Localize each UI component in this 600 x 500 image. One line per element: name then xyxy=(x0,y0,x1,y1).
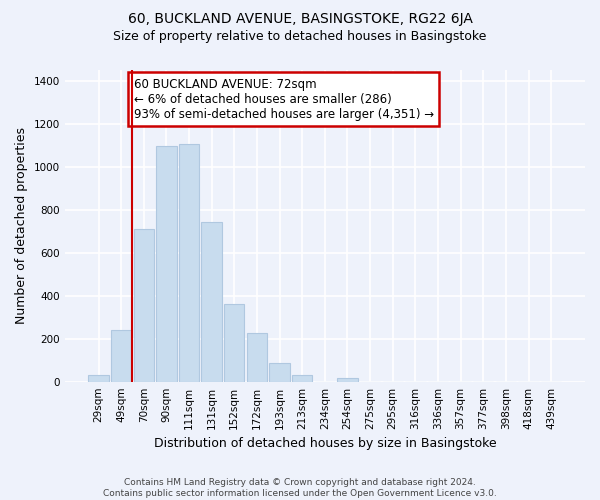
Bar xyxy=(292,375,313,382)
Bar xyxy=(269,364,290,382)
Bar xyxy=(202,222,222,382)
Bar xyxy=(247,334,267,382)
Y-axis label: Number of detached properties: Number of detached properties xyxy=(15,128,28,324)
Bar xyxy=(111,330,131,382)
Bar xyxy=(88,375,109,382)
X-axis label: Distribution of detached houses by size in Basingstoke: Distribution of detached houses by size … xyxy=(154,437,496,450)
Text: 60 BUCKLAND AVENUE: 72sqm
← 6% of detached houses are smaller (286)
93% of semi-: 60 BUCKLAND AVENUE: 72sqm ← 6% of detach… xyxy=(134,78,434,120)
Text: Contains HM Land Registry data © Crown copyright and database right 2024.
Contai: Contains HM Land Registry data © Crown c… xyxy=(103,478,497,498)
Bar xyxy=(337,378,358,382)
Bar xyxy=(134,229,154,382)
Bar xyxy=(156,146,176,382)
Text: Size of property relative to detached houses in Basingstoke: Size of property relative to detached ho… xyxy=(113,30,487,43)
Text: 60, BUCKLAND AVENUE, BASINGSTOKE, RG22 6JA: 60, BUCKLAND AVENUE, BASINGSTOKE, RG22 6… xyxy=(128,12,472,26)
Bar xyxy=(179,144,199,382)
Bar xyxy=(224,304,244,382)
